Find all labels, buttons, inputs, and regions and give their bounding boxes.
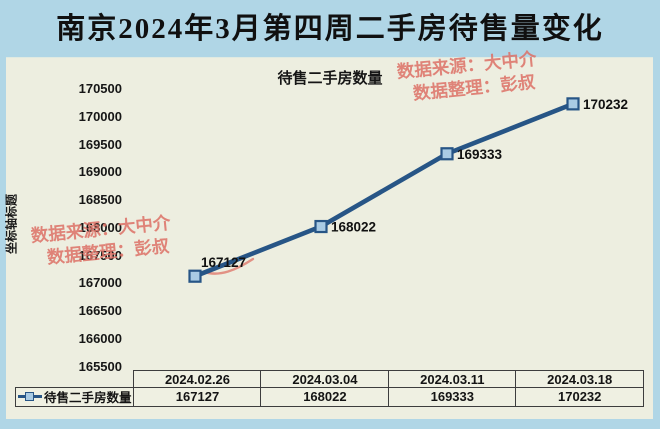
series-line: [192, 101, 576, 279]
chart-title: 待售二手房数量: [277, 70, 383, 87]
data-point-label: 167127: [201, 255, 246, 270]
y-tick-label: 170500: [78, 81, 122, 96]
y-tick-label: 167500: [78, 247, 122, 263]
y-tick-label: 169000: [78, 164, 122, 180]
table-date-cell: 2024.03.04: [260, 370, 390, 388]
legend-label: 待售二手房数量: [44, 391, 132, 406]
table-value-cell: 170232: [515, 386, 645, 407]
table-value-row: 167127 168022 169333 170232: [133, 386, 645, 407]
y-tick-label: 169500: [78, 136, 122, 152]
y-tick-label: 166500: [78, 303, 122, 318]
y-tick-label: 170000: [78, 108, 122, 124]
table-date-cell: 2024.03.11: [387, 370, 517, 388]
legend-cell: 待售二手房数量: [15, 386, 135, 407]
line-series-legend-icon: [18, 390, 42, 403]
y-tick-label: 168500: [78, 192, 122, 207]
data-point-label: 168022: [331, 220, 376, 235]
table-date-cell: 2024.02.26: [133, 370, 262, 388]
data-point-label: 170232: [583, 97, 628, 112]
y-tick-label: 165500: [78, 358, 122, 374]
data-point-label: 169333: [457, 147, 503, 162]
y-tick-label: 166000: [78, 330, 122, 346]
data-point-marker: [314, 219, 328, 234]
data-point-marker: [566, 97, 580, 111]
table-date-cell: 2024.03.18: [515, 370, 645, 388]
table-value-cell: 169333: [387, 386, 517, 407]
y-tick-label: 167000: [78, 275, 122, 291]
page-title: 南京2024年3月第四周二手房待售量变化: [0, 0, 660, 57]
table-value-cell: 167127: [133, 386, 262, 407]
table-date-row: 2024.02.26 2024.03.04 2024.03.11 2024.03…: [133, 370, 645, 388]
data-point-marker: [440, 147, 454, 161]
table-value-cell: 168022: [260, 386, 390, 407]
data-point-marker: [188, 269, 202, 283]
y-tick-label: 168000: [78, 219, 122, 235]
